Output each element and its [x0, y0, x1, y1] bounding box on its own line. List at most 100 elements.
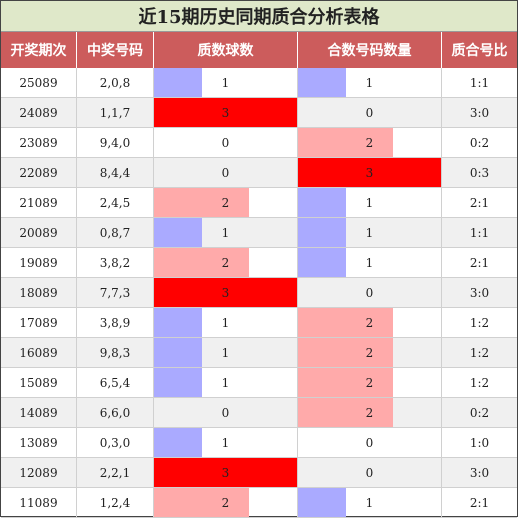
period-cell: 11089 [1, 488, 77, 517]
numbers-cell: 6,6,0 [77, 398, 154, 427]
table-row: 17089 3,8,9 1 2 1:2 [1, 308, 517, 338]
ratio-cell: 0:3 [469, 165, 490, 180]
ratio-cell: 3:0 [469, 465, 490, 480]
numbers-cell: 9,8,3 [77, 338, 154, 367]
prime-count-cell-bar [154, 488, 249, 517]
table-row: 22089 8,4,4 0 3 0:3 [1, 158, 517, 188]
period-cell: 22089 [1, 158, 77, 187]
prime-count-cell-bar [154, 308, 202, 337]
table-row: 20089 0,8,7 1 1 1:1 [1, 218, 517, 248]
composite-count-cell: 1 [298, 218, 442, 247]
prime-count-cell: 3 [154, 98, 298, 127]
prime-count-cell-value: 1 [221, 75, 230, 90]
ratio-cell: 0:2 [469, 405, 490, 420]
prime-count-cell: 1 [154, 218, 298, 247]
period-cell: 24089 [1, 98, 77, 127]
numbers-cell: 7,7,3 [77, 278, 154, 307]
composite-count-cell-value: 0 [365, 465, 374, 480]
period-cell: 16089 [1, 338, 77, 367]
prime-count-cell-value: 3 [221, 105, 230, 120]
period-cell: 20089 [1, 218, 77, 247]
numbers-cell: 1,2,4 [77, 488, 154, 517]
table-body: 25089 2,0,8 1 1 1:1 24089 1,1,7 3 0 3:0 23089 9,4,0… [1, 68, 517, 518]
composite-count-cell: 0 [298, 98, 442, 127]
prime-count-cell: 1 [154, 68, 298, 97]
prime-count-cell: 0 [154, 128, 298, 157]
table-row: 15089 6,5,4 1 2 1:2 [1, 368, 517, 398]
numbers-cell: 9,4,0 [77, 128, 154, 157]
prime-count-cell-bar [154, 458, 297, 487]
period-cell: 25089 [1, 68, 77, 97]
composite-count-cell: 0 [298, 428, 442, 457]
prime-count-cell: 3 [154, 458, 298, 487]
composite-count-cell-value: 2 [365, 405, 374, 420]
composite-count-cell-value: 0 [365, 285, 374, 300]
composite-count-cell-bar [298, 338, 393, 367]
composite-count-cell-bar [298, 248, 346, 277]
header-ratio: 质合号比 [451, 43, 508, 59]
prime-count-cell-bar [154, 188, 249, 217]
period-cell: 13089 [1, 428, 77, 457]
prime-count-cell: 1 [154, 338, 298, 367]
prime-count-cell: 2 [154, 248, 298, 277]
prime-count-cell: 2 [154, 188, 298, 217]
composite-count-cell-value: 2 [365, 345, 374, 360]
numbers-cell: 2,4,5 [77, 188, 154, 217]
numbers-cell: 1,1,7 [77, 98, 154, 127]
ratio-cell: 2:1 [469, 255, 490, 270]
prime-count-cell-bar [154, 338, 202, 367]
table-row: 14089 6,6,0 0 2 0:2 [1, 398, 517, 428]
prime-count-cell: 3 [154, 278, 298, 307]
prime-count-cell-bar [154, 68, 202, 97]
numbers-cell: 2,0,8 [77, 68, 154, 97]
prime-count-cell-value: 2 [221, 195, 230, 210]
numbers-cell: 0,8,7 [77, 218, 154, 247]
header-composite-count: 合数号码数量 [298, 32, 442, 68]
composite-count-cell-bar [298, 158, 441, 187]
prime-count-cell-value: 1 [221, 345, 230, 360]
table-row: 19089 3,8,2 2 1 2:1 [1, 248, 517, 278]
prime-count-cell-bar [154, 428, 202, 457]
composite-count-cell: 2 [298, 368, 442, 397]
ratio-cell: 1:0 [469, 435, 490, 450]
header-prime-count: 质数球数 [154, 32, 298, 68]
period-cell: 23089 [1, 128, 77, 157]
prime-count-cell: 1 [154, 308, 298, 337]
composite-count-cell-bar [298, 488, 346, 517]
composite-count-cell-bar [298, 128, 393, 157]
composite-count-cell-bar [298, 368, 393, 397]
ratio-cell: 1:2 [469, 315, 490, 330]
composite-count-cell: 0 [298, 458, 442, 487]
composite-count-cell: 1 [298, 248, 442, 277]
numbers-cell: 2,2,1 [77, 458, 154, 487]
composite-count-cell: 1 [298, 488, 442, 517]
ratio-cell: 0:2 [469, 135, 490, 150]
composite-count-cell: 2 [298, 308, 442, 337]
composite-count-cell-value: 1 [365, 255, 374, 270]
composite-count-cell: 2 [298, 128, 442, 157]
prime-count-cell-value: 0 [221, 165, 230, 180]
composite-count-cell: 1 [298, 188, 442, 217]
ratio-cell: 1:1 [469, 225, 490, 240]
prime-count-cell-bar [154, 278, 297, 307]
prime-count-cell-bar [154, 98, 297, 127]
table-row: 24089 1,1,7 3 0 3:0 [1, 98, 517, 128]
ratio-cell: 2:1 [469, 195, 490, 210]
period-cell: 14089 [1, 398, 77, 427]
ratio-cell: 1:1 [469, 75, 490, 90]
composite-count-cell-bar [298, 218, 346, 247]
prime-count-cell-bar [154, 218, 202, 247]
prime-count-cell: 2 [154, 488, 298, 517]
header-numbers: 中奖号码 [77, 32, 154, 68]
numbers-cell: 0,3,0 [77, 428, 154, 457]
prime-count-cell-value: 0 [221, 405, 230, 420]
composite-count-cell: 3 [298, 158, 442, 187]
composite-count-cell-bar [298, 188, 346, 217]
composite-count-cell: 2 [298, 338, 442, 367]
prime-count-cell-value: 2 [221, 495, 230, 510]
ratio-cell: 1:2 [469, 345, 490, 360]
ratio-cell: 1:2 [469, 375, 490, 390]
prime-count-cell: 0 [154, 398, 298, 427]
composite-count-cell-bar [298, 308, 393, 337]
